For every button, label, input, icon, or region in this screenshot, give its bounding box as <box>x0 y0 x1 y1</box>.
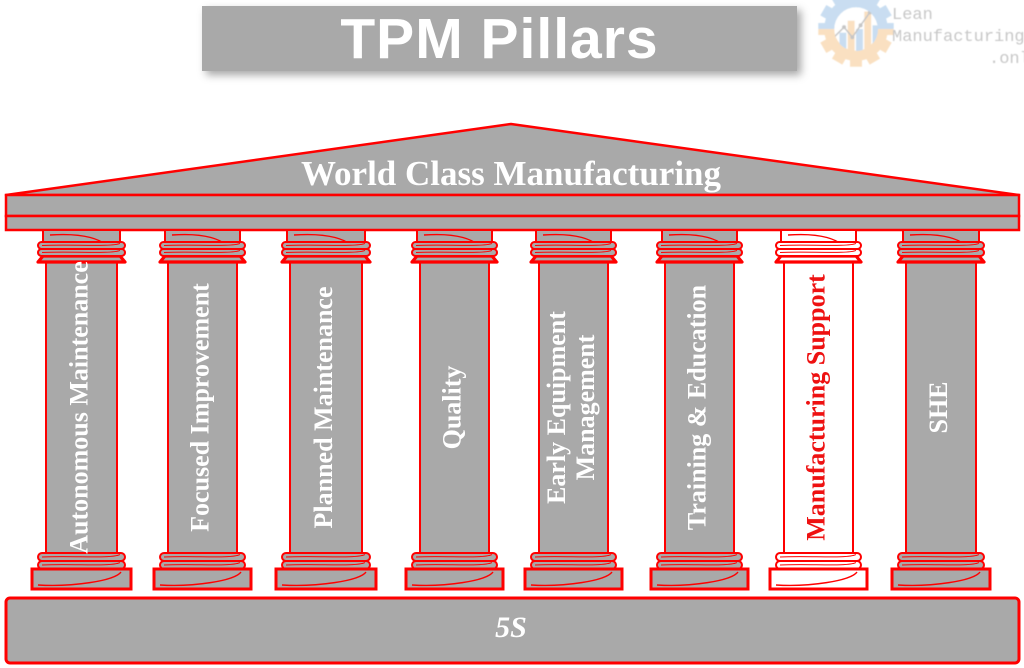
svg-text:.online: .online <box>989 50 1024 69</box>
svg-text:Focused Improvement: Focused Improvement <box>185 283 214 532</box>
svg-text:Manufacturing Support: Manufacturing Support <box>801 274 830 541</box>
svg-text:5S: 5S <box>495 611 527 644</box>
svg-text:Planned Maintenance: Planned Maintenance <box>309 287 338 529</box>
svg-text:SHE: SHE <box>924 381 953 433</box>
svg-text:Lean: Lean <box>892 6 933 25</box>
svg-text:Training & Education: Training & Education <box>682 284 711 530</box>
svg-text:Early Equipment: Early Equipment <box>542 311 571 504</box>
svg-text:Manufacturing: Manufacturing <box>892 28 1024 47</box>
svg-text:Management: Management <box>571 334 600 480</box>
svg-text:Quality: Quality <box>437 366 466 450</box>
svg-text:World Class Manufacturing: World Class Manufacturing <box>301 154 722 193</box>
svg-text:Autonomous Maintenance: Autonomous Maintenance <box>64 261 93 554</box>
